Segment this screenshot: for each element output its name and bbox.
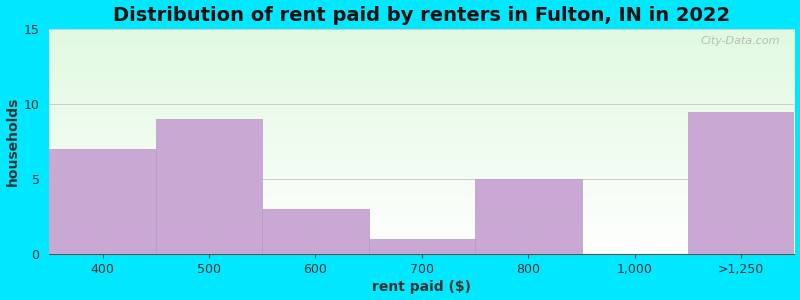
Bar — [262, 209, 369, 254]
Bar — [369, 239, 475, 254]
Title: Distribution of rent paid by renters in Fulton, IN in 2022: Distribution of rent paid by renters in … — [114, 6, 730, 25]
Bar — [475, 179, 582, 254]
Bar — [156, 119, 262, 254]
X-axis label: rent paid ($): rent paid ($) — [372, 280, 471, 294]
Text: City-Data.com: City-Data.com — [700, 36, 779, 46]
Bar — [50, 149, 156, 254]
Bar — [688, 112, 794, 254]
Y-axis label: households: households — [6, 97, 19, 186]
